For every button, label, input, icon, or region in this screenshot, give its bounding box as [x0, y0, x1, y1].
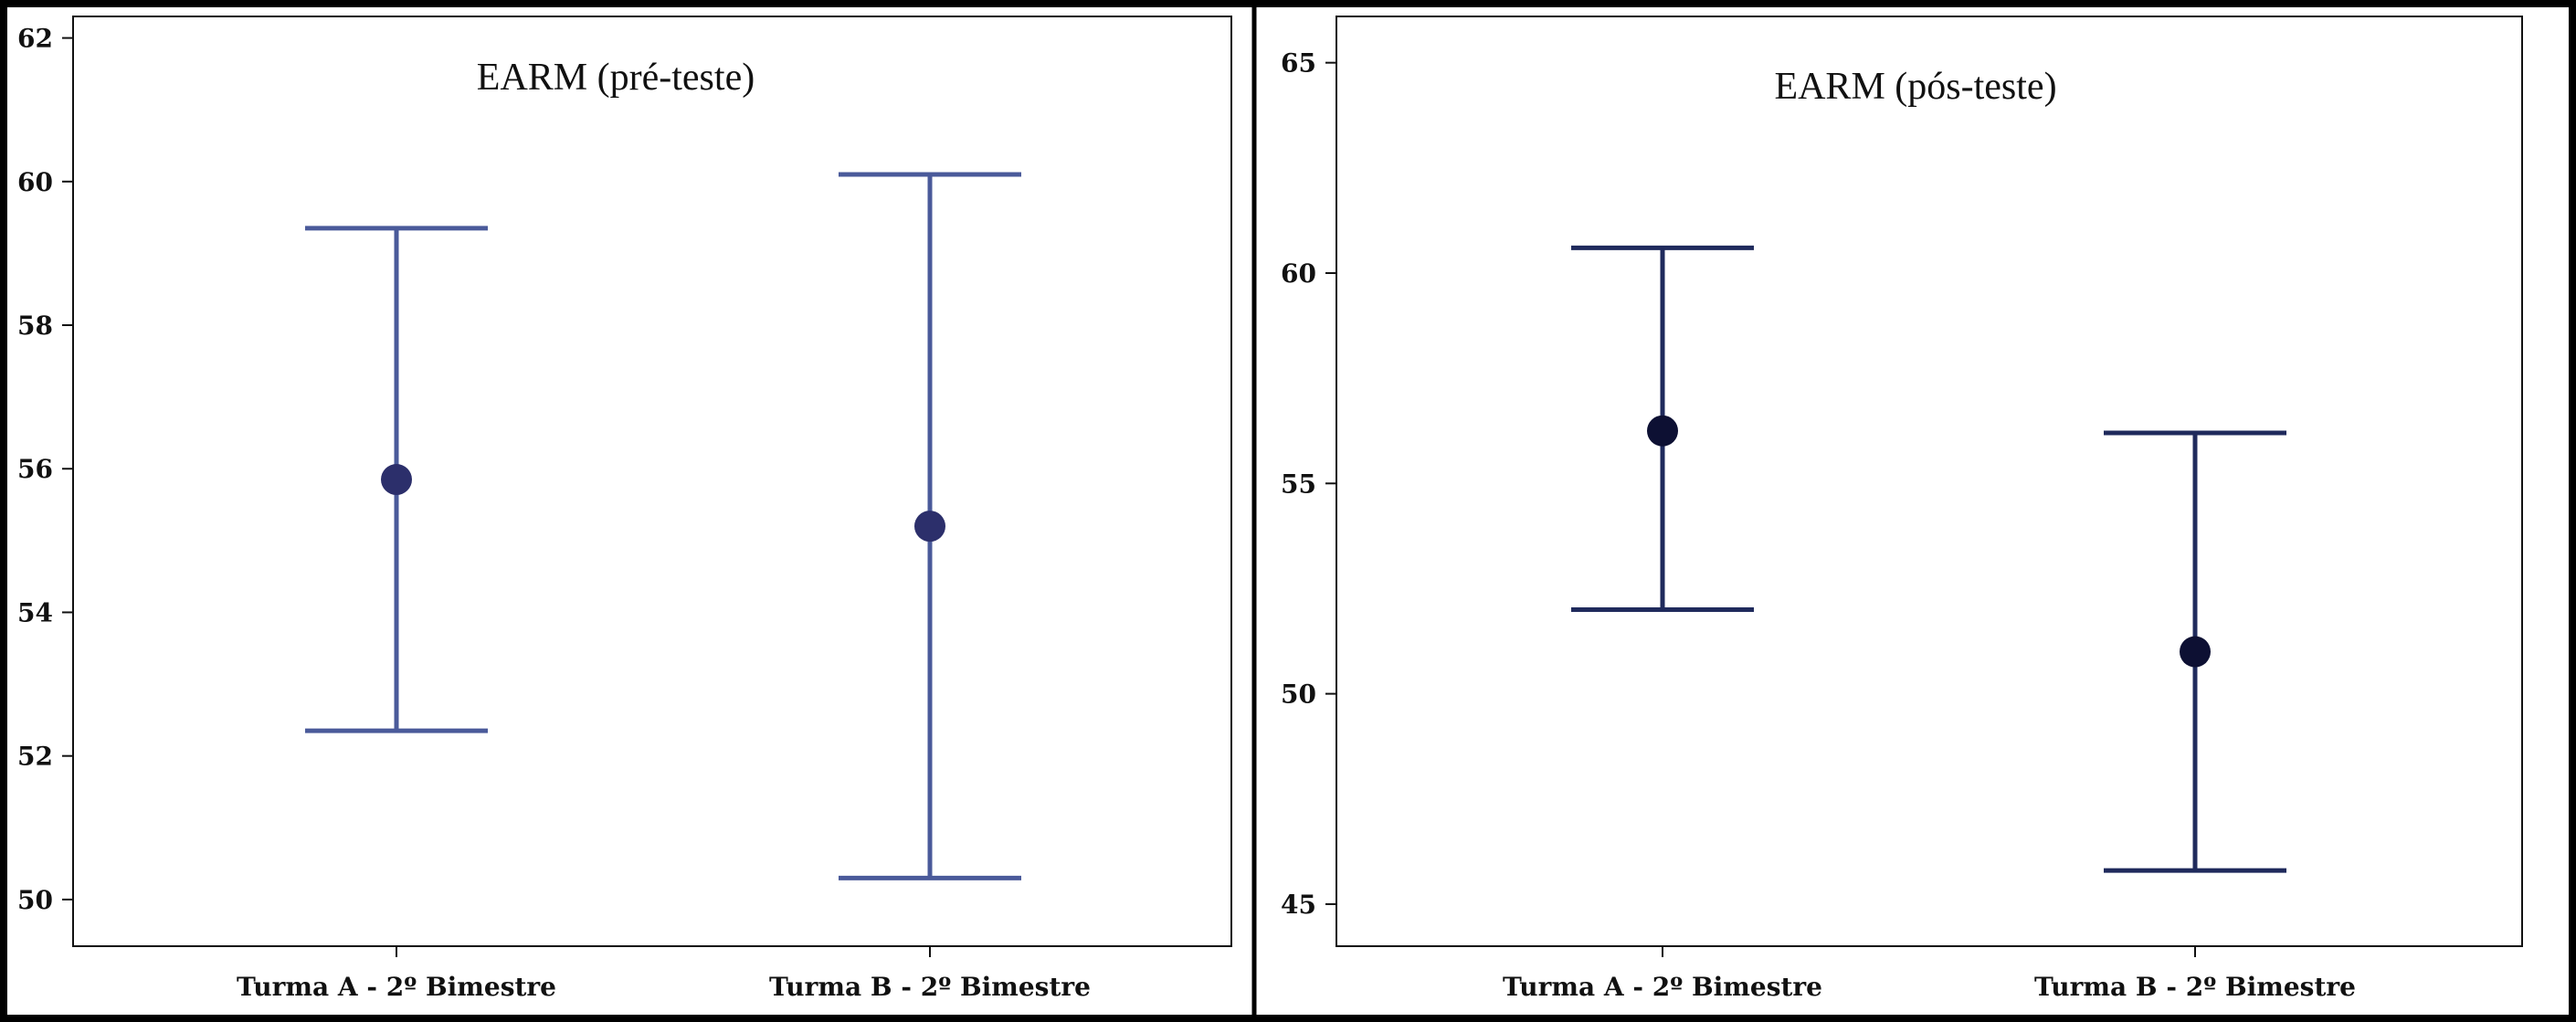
error-bars-pre-test [305, 172, 1021, 880]
y-tick-label: 54 [17, 597, 53, 627]
y-tick-label: 62 [17, 24, 53, 54]
error-bar-group [839, 172, 1021, 880]
y-axis-pre-test: 50 52 54 56 58 60 62 [17, 24, 73, 915]
y-tick-label: 60 [1281, 258, 1316, 289]
error-bar-group [2104, 430, 2286, 873]
plot-frame-post-test [1336, 16, 2523, 947]
chart-title-pre-test: EARM (pré-teste) [477, 57, 755, 99]
y-tick-label: 50 [17, 885, 53, 915]
y-tick-label: 45 [1281, 890, 1316, 920]
error-bar-group [1571, 245, 1754, 612]
y-tick-label: 52 [17, 742, 53, 772]
y-tick-label: 65 [1281, 48, 1316, 79]
x-category-label: Turma B - 2º Bimestre [2034, 972, 2356, 1002]
chart-pre-test: EARM (pré-teste) 50 52 54 56 58 60 62 Turma A … [17, 7, 1257, 1015]
error-bars-post-test [1571, 245, 2286, 873]
x-axis-pre-test: Turma A - 2º Bimestre Turma B - 2º Bimest… [237, 946, 1091, 1002]
y-tick-label: 55 [1281, 469, 1316, 499]
x-category-label: Turma A - 2º Bimestre [237, 972, 556, 1002]
y-tick-label: 60 [17, 167, 53, 197]
chart-title-post-test: EARM (pós-teste) [1774, 66, 2056, 108]
mean-marker [381, 464, 412, 496]
y-tick-label: 50 [1281, 680, 1316, 710]
y-axis-post-test: 45 50 55 60 65 [1281, 48, 1336, 920]
x-category-label: Turma A - 2º Bimestre [1503, 972, 1822, 1002]
x-category-label: Turma B - 2º Bimestre [769, 972, 1091, 1002]
mean-marker [1647, 415, 1678, 447]
x-axis-post-test: Turma A - 2º Bimestre Turma B - 2º Bimest… [1503, 946, 2356, 1002]
figure-background [7, 7, 2569, 1015]
error-bar-group [305, 226, 488, 733]
y-tick-label: 58 [17, 311, 53, 341]
mean-marker [2180, 636, 2211, 668]
plot-frame-pre-test [72, 16, 1232, 947]
y-tick-label: 56 [17, 454, 53, 484]
chart-post-test: EARM (pós-teste) 45 50 55 60 65 Turma A - 2º… [1281, 16, 2523, 1002]
mean-marker [914, 511, 945, 543]
